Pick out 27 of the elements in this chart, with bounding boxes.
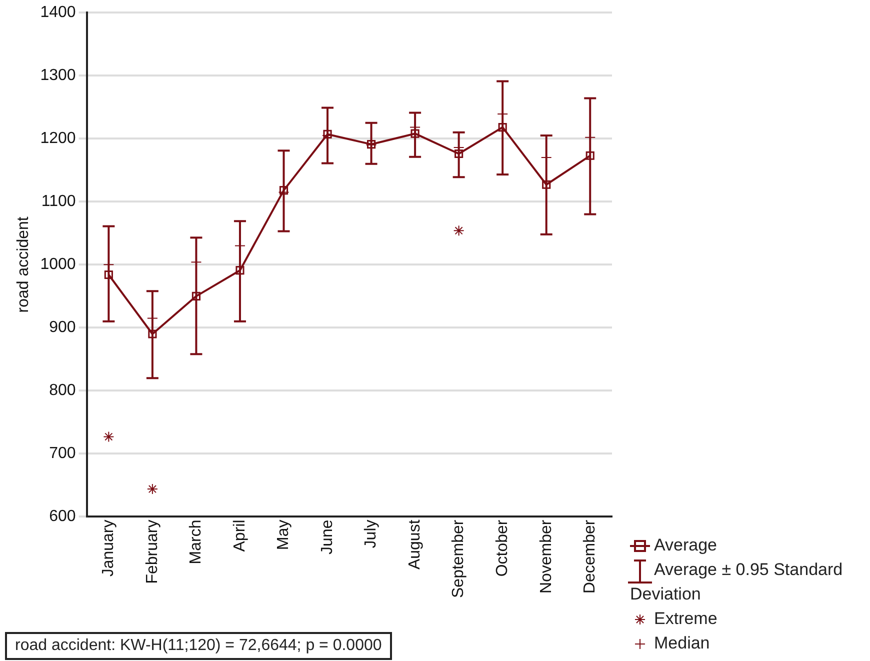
legend-label: Average	[654, 536, 718, 555]
y-tick-label: 600	[49, 508, 76, 526]
y-axis-title: road accident	[15, 216, 32, 313]
x-tick-label: September	[450, 519, 468, 598]
x-tick-label: July	[362, 520, 380, 548]
x-tick-label: January	[100, 520, 118, 577]
y-tick-label: 900	[49, 319, 76, 336]
y-tick-label: 1400	[40, 4, 76, 22]
x-tick-label: November	[538, 519, 555, 594]
y-tick-label: 700	[49, 445, 76, 462]
x-tick-label: March	[188, 520, 205, 564]
y-tick-label: 800	[49, 382, 76, 400]
text: Average ± 0.95 Standard Deviation	[630, 560, 843, 604]
legend-label: Median	[654, 634, 710, 653]
x-tick-label: December	[582, 519, 599, 594]
y-tick-label: 1100	[41, 193, 76, 210]
legend-label: Extreme	[654, 609, 718, 628]
x-tick-label: May	[275, 520, 292, 550]
y-tick-label: 1300	[40, 67, 76, 84]
x-tick-label: October	[494, 519, 511, 577]
x-tick-label: August	[406, 519, 424, 570]
y-tick-label: 1000	[40, 256, 76, 274]
y-tick-label: 1200	[40, 130, 76, 148]
x-tick-label: April	[231, 520, 248, 552]
text: road accident: KW-H(11;120) = 72,6644; p = 0.0000	[5, 632, 392, 660]
x-tick-label: February	[144, 520, 161, 584]
x-tick-label: June	[318, 520, 336, 554]
